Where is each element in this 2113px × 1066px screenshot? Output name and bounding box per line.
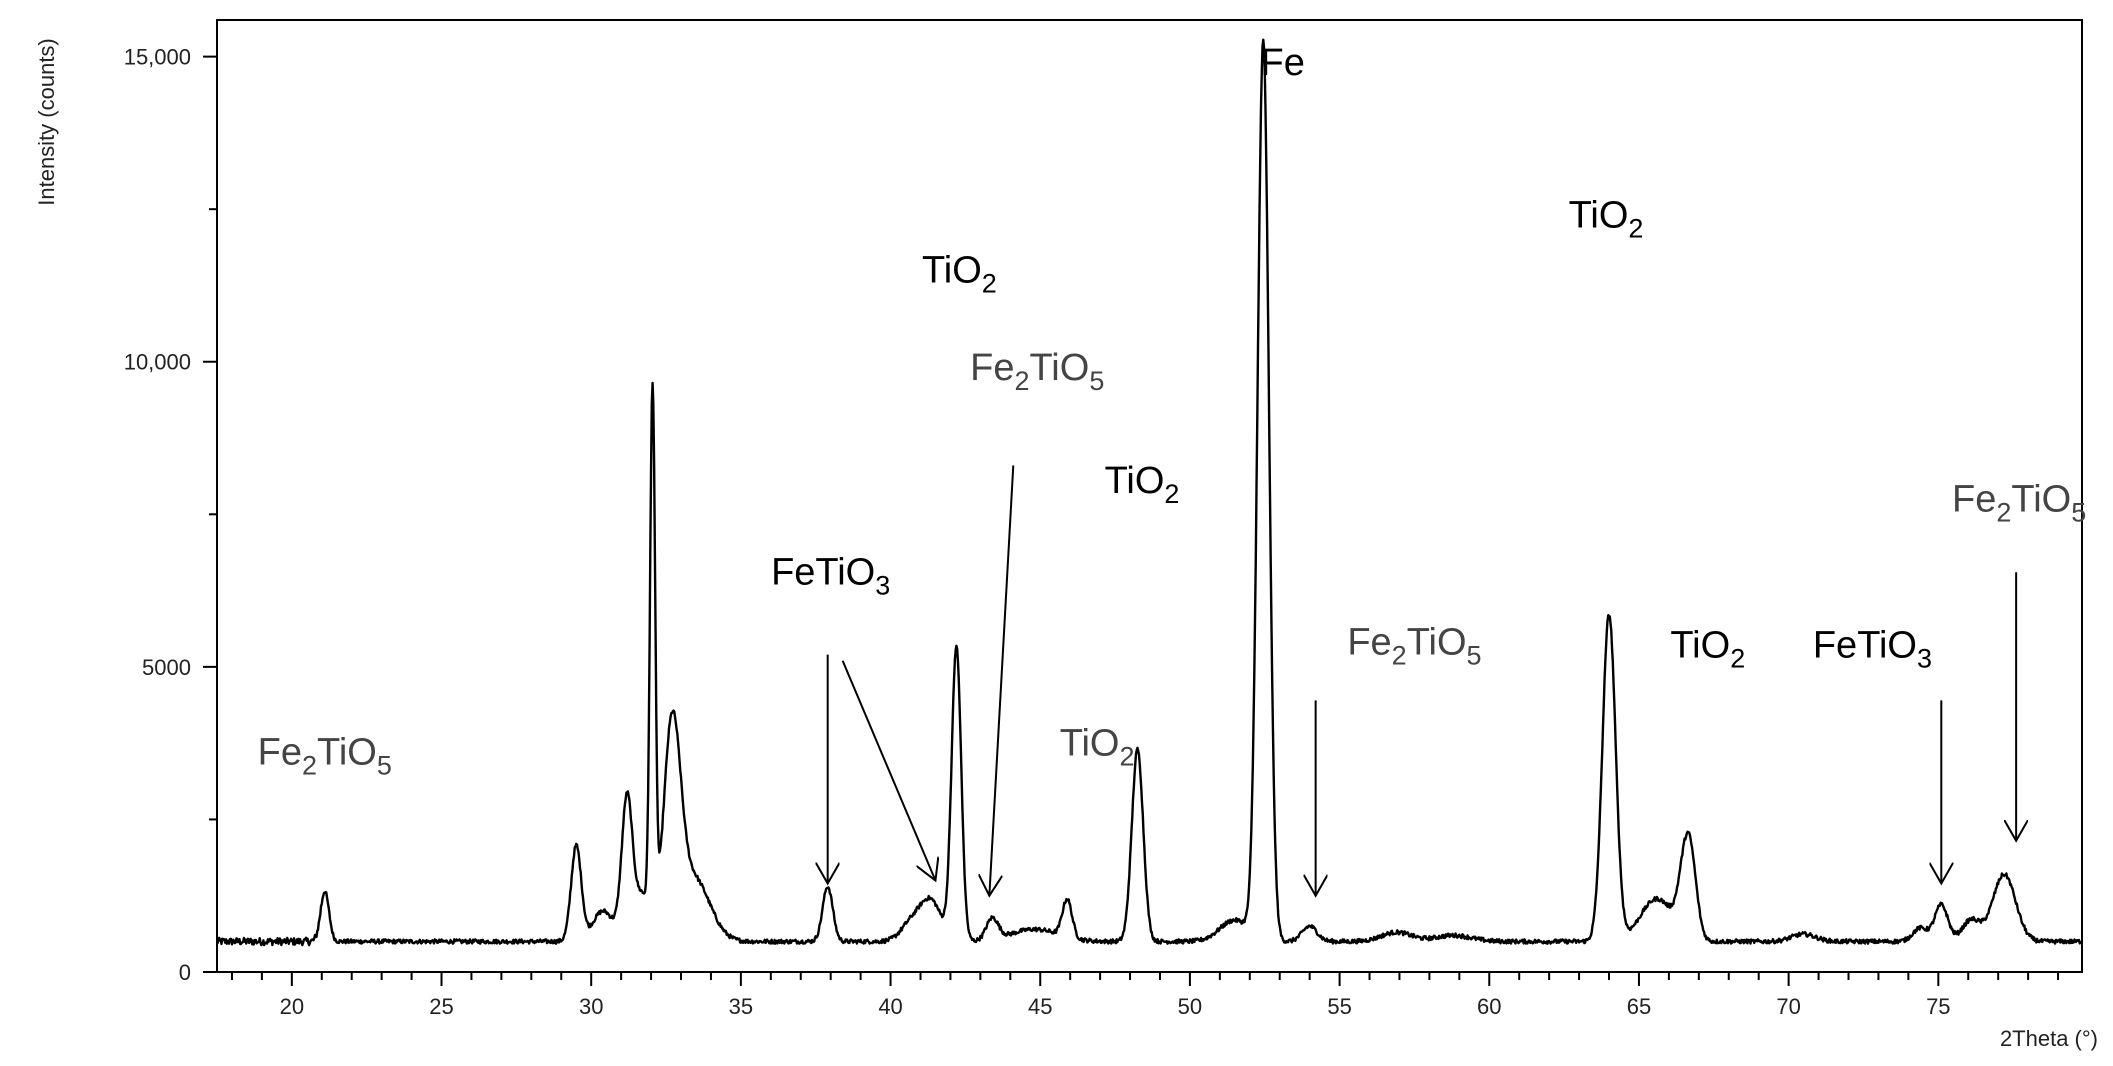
peak-label-text: TiO: [922, 249, 982, 291]
x-tick-label: 70: [1776, 994, 1800, 1019]
x-tick-label: 60: [1477, 994, 1501, 1019]
peak-label-subscript: 2: [302, 751, 317, 781]
peak-label-text: TiO: [1569, 194, 1629, 236]
peak-label-text: TiO: [317, 732, 377, 774]
peak-label: Fe2TiO5: [1347, 622, 1481, 671]
peak-label-subscript: 2: [1164, 479, 1179, 509]
peak-label-text: FeTiO: [1813, 625, 1917, 667]
peak-label-text: TiO: [1407, 622, 1467, 664]
peak-label: FeTiO3: [771, 551, 890, 600]
peak-label-subscript: 2: [1392, 641, 1407, 671]
y-tick-label: 0: [179, 960, 191, 985]
peak-label-text: Fe: [970, 347, 1014, 389]
x-tick-label: 20: [280, 994, 304, 1019]
peak-label: Fe2TiO5: [258, 732, 392, 781]
peak-label-subscript: 2: [982, 268, 997, 298]
peak-label-subscript: 2: [1014, 366, 1029, 396]
peak-label-subscript: 5: [2071, 497, 2086, 527]
peak-label-text: Fe: [258, 732, 302, 774]
peak-label-subscript: 3: [875, 570, 890, 600]
y-axis-label: Intensity (counts): [34, 38, 59, 206]
x-tick-label: 45: [1028, 994, 1052, 1019]
x-tick-label: 30: [579, 994, 603, 1019]
peak-label: Fe2TiO5: [1952, 478, 2086, 527]
x-tick-label: 75: [1926, 994, 1950, 1019]
peak-label-text: Fe: [1952, 478, 1996, 520]
x-tick-label: 40: [878, 994, 902, 1019]
peak-label-subscript: 5: [377, 751, 392, 781]
x-axis-label: 2Theta (°): [2000, 1026, 2098, 1051]
peak-label-subscript: 2: [1996, 497, 2011, 527]
peak-label-text: TiO: [2011, 478, 2071, 520]
peak-label-text: TiO: [1030, 347, 1090, 389]
peak-label-subscript: 2: [1730, 644, 1745, 674]
x-tick-label: 25: [429, 994, 453, 1019]
peak-label: Fe: [1261, 42, 1305, 84]
peak-label-subscript: 5: [1089, 366, 1104, 396]
peak-label-text: Fe: [1261, 42, 1305, 84]
x-tick-label: 55: [1327, 994, 1351, 1019]
y-tick-label: 10,000: [124, 350, 191, 375]
peak-label-text: Fe: [1347, 622, 1391, 664]
y-tick-label: 5000: [142, 655, 191, 680]
peak-label: Fe2TiO5: [970, 347, 1104, 396]
peak-label-text: TiO: [1105, 460, 1165, 502]
peak-label-text: FeTiO: [771, 551, 875, 593]
x-tick-label: 35: [729, 994, 753, 1019]
peak-label-subscript: 2: [1628, 213, 1643, 243]
peak-label-text: TiO: [1670, 625, 1730, 667]
peak-label-text: TiO: [1060, 722, 1120, 764]
peak-label-subscript: 5: [1467, 641, 1482, 671]
x-tick-label: 50: [1178, 994, 1202, 1019]
y-tick-label: 15,000: [124, 45, 191, 70]
peak-label: FeTiO3: [1813, 625, 1932, 674]
peak-label-subscript: 2: [1120, 741, 1135, 771]
peak-label-subscript: 3: [1917, 644, 1932, 674]
x-tick-label: 65: [1627, 994, 1651, 1019]
